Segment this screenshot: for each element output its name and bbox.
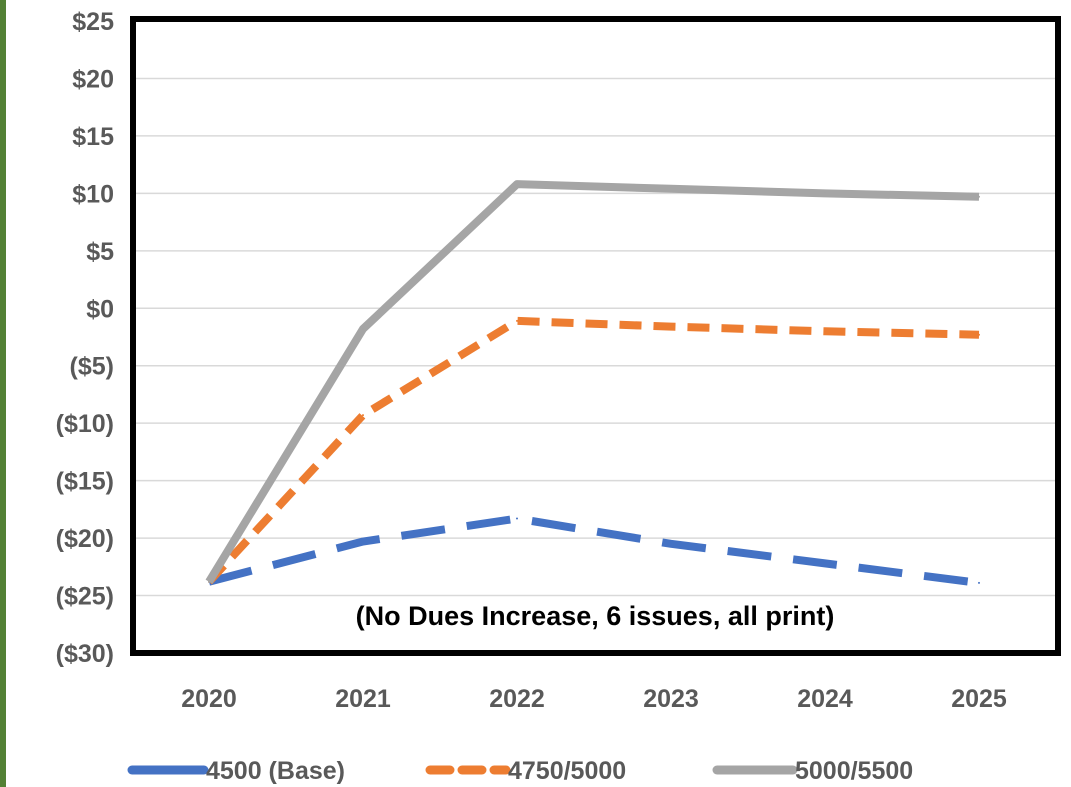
y-tick-label: ($25) [56,583,114,611]
data-point [978,581,980,584]
legend: 4500 (Base) 4750/5000 5000/5500 [127,757,913,785]
x-tick-label: 2022 [489,685,545,713]
y-tick-label: ($30) [56,640,114,668]
y-tick-label: ($15) [56,468,114,496]
chart-annotation: (No Dues Increase, 6 issues, all print) [356,601,835,631]
data-point [516,517,518,520]
legend-label: 5000/5500 [795,757,913,785]
y-tick-label: $25 [72,8,114,36]
y-tick-label: $10 [72,180,114,208]
y-tick-label: $5 [86,238,114,266]
data-point [362,414,364,417]
legend-label: 4750/5000 [508,757,626,785]
y-tick-label: $0 [86,295,114,323]
data-point [824,562,826,565]
data-point [978,333,980,336]
data-point [670,542,672,545]
data-point [516,319,518,322]
data-point [978,195,980,198]
data-point [824,192,826,195]
gridlines [133,20,1058,654]
data-point [670,325,672,328]
series-line [206,316,980,585]
data-point [208,580,210,583]
series-line [207,514,980,587]
x-axis-tick-labels: 2020 2021 2022 2023 2024 2025 [181,685,1007,713]
x-tick-label: 2021 [335,685,391,713]
x-tick-label: 2024 [797,685,853,713]
series-line [205,180,980,584]
left-accent-stripe [0,0,6,787]
y-axis-tick-labels: $25 $20 $15 $10 $5 $0 ($5) ($10) ($15) ($20) ($25)… [56,8,114,668]
y-tick-label: $20 [72,65,114,93]
y-tick-label: $15 [72,123,114,151]
data-point [670,187,672,190]
data-point [362,540,364,543]
y-tick-label: ($10) [56,410,114,438]
x-tick-label: 2025 [951,685,1007,713]
data-point [362,327,364,330]
plot-border [130,16,1061,656]
series-layer [205,180,980,587]
y-tick-label: ($5) [70,353,114,381]
x-tick-label: 2020 [181,685,237,713]
data-point [516,183,518,186]
legend-label: 4500 (Base) [206,757,345,785]
y-tick-label: ($20) [56,525,114,553]
data-point [824,330,826,333]
x-tick-label: 2023 [643,685,699,713]
